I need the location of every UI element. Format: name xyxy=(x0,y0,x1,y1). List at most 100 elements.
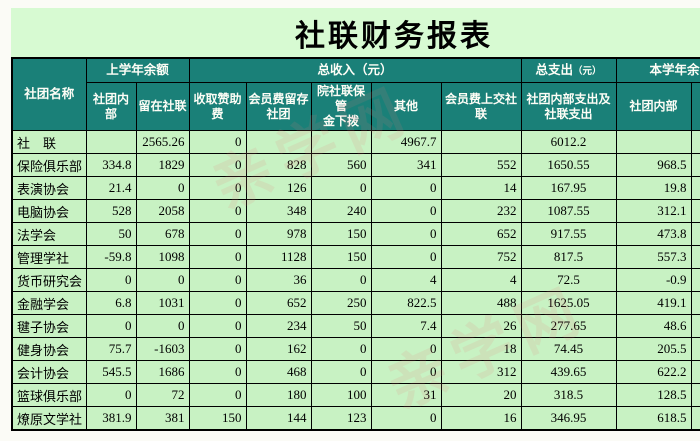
subcol-other: 其他 xyxy=(370,82,442,131)
subcol-prev-internal: 社团内 部 xyxy=(85,82,137,131)
value-cell: 277.65 xyxy=(520,314,617,338)
table-row: 管理学社 -59.8 1098 0 1128 150 0 752 817.5 557.3 xyxy=(11,245,700,269)
value-cell: 36 xyxy=(245,268,312,292)
value-cell: 0 xyxy=(188,291,247,315)
value-cell: 144 xyxy=(245,406,312,431)
value-cell: 0 xyxy=(188,383,247,407)
value-cell: 1087.55 xyxy=(520,199,617,223)
value-cell: 4967.7 xyxy=(370,130,442,154)
subcol-current-internal: 社团内部 xyxy=(615,82,692,131)
table-row: 社 联 2565.26 0 4967.7 6012.2 xyxy=(11,130,700,154)
value-cell: 0 xyxy=(188,176,247,200)
value-cell: 2058 xyxy=(135,199,190,223)
value-cell: 678 xyxy=(135,222,190,246)
sheet-viewport: 社联财务报表 社团名称 上学年余额 总收入（元） 总支出（元） 本学年余 社团内… xyxy=(11,8,700,434)
value-cell: 234 xyxy=(245,314,312,338)
value-cell: 0 xyxy=(135,176,190,200)
value-cell: 128.5 xyxy=(615,383,692,407)
value-cell: 0 xyxy=(310,360,372,384)
value-cell: -1603 xyxy=(135,337,190,361)
value-cell: 100 xyxy=(310,383,372,407)
value-cell: 419.1 xyxy=(615,291,692,315)
club-name-cell: 健身协会 xyxy=(11,337,87,361)
value-cell: 0 xyxy=(188,222,247,246)
value-cell: 14 xyxy=(440,176,522,200)
value-cell: 381.9 xyxy=(85,406,137,431)
subcol-member-fee-retained: 会员费留存 社团 xyxy=(245,82,312,131)
value-cell: 652 xyxy=(440,222,522,246)
value-cell: 312 xyxy=(440,360,522,384)
value-cell: 528 xyxy=(85,199,137,223)
club-name-cell: 金融学会 xyxy=(11,291,87,315)
value-cell: 828 xyxy=(245,153,312,177)
sheet: 社联财务报表 社团名称 上学年余额 总收入（元） 总支出（元） 本学年余 社团内… xyxy=(11,8,700,431)
value-cell: 1650.55 xyxy=(520,153,617,177)
value-cell: 0 xyxy=(370,406,442,431)
value-cell: 560 xyxy=(310,153,372,177)
table-row: 篮球俱乐部 0 72 0 180 100 31 20 318.5 128.5 xyxy=(11,383,700,407)
value-cell: 0 xyxy=(188,199,247,223)
value-cell: 0 xyxy=(310,268,372,292)
value-cell: 622.2 xyxy=(615,360,692,384)
value-cell: 1625.05 xyxy=(520,291,617,315)
value-cell: 348 xyxy=(245,199,312,223)
club-name-cell: 会计协会 xyxy=(11,360,87,384)
value-cell: 917.55 xyxy=(520,222,617,246)
table-header: 社团名称 上学年余额 总收入（元） 总支出（元） 本学年余 社团内 部 留在社联… xyxy=(11,57,700,131)
col-header-club-name: 社团名称 xyxy=(11,57,87,131)
value-cell: 0 xyxy=(188,245,247,269)
value-cell: 488 xyxy=(440,291,522,315)
value-cell: 381 xyxy=(135,406,190,431)
value-cell: 72.5 xyxy=(520,268,617,292)
col-header-total-expense: 总支出（元） xyxy=(520,57,617,83)
value-cell: 0 xyxy=(85,268,137,292)
value-cell: 16 xyxy=(440,406,522,431)
value-cell: 1128 xyxy=(245,245,312,269)
value-cell: 0 xyxy=(370,360,442,384)
value-cell: 0 xyxy=(85,314,137,338)
value-cell: 318.5 xyxy=(520,383,617,407)
value-cell: 0 xyxy=(188,360,247,384)
value-cell xyxy=(310,130,372,154)
value-cell: 31 xyxy=(370,383,442,407)
club-name-cell: 电脑协会 xyxy=(11,199,87,223)
value-cell: 240 xyxy=(310,199,372,223)
value-cell: -0.9 xyxy=(615,268,692,292)
value-cell: 1686 xyxy=(135,360,190,384)
club-name-cell: 表演协会 xyxy=(11,176,87,200)
cutoff-cell xyxy=(690,199,700,223)
table-row: 保险俱乐部 334.8 1829 0 828 560 341 552 1650.55 968.5 xyxy=(11,153,700,177)
col-header-prev-year-balance: 上学年余额 xyxy=(85,57,190,83)
total-expense-label: 总支出 xyxy=(535,62,574,77)
value-cell: 180 xyxy=(245,383,312,407)
club-name-cell: 法学会 xyxy=(11,222,87,246)
value-cell: 150 xyxy=(310,245,372,269)
cutoff-cell xyxy=(690,406,700,431)
value-cell: 2565.26 xyxy=(135,130,190,154)
cutoff-cell xyxy=(690,291,700,315)
value-cell: 468 xyxy=(245,360,312,384)
value-cell: 557.3 xyxy=(615,245,692,269)
value-cell: 346.95 xyxy=(520,406,617,431)
club-name-cell: 保险俱乐部 xyxy=(11,153,87,177)
value-cell: 0 xyxy=(370,245,442,269)
value-cell: 822.5 xyxy=(370,291,442,315)
value-cell: 312.1 xyxy=(615,199,692,223)
cutoff-cell xyxy=(690,383,700,407)
value-cell: 50 xyxy=(85,222,137,246)
subcol-cutoff xyxy=(690,82,700,131)
value-cell: 4 xyxy=(440,268,522,292)
table-row: 毽子协会 0 0 0 234 50 7.4 26 277.65 48.6 xyxy=(11,314,700,338)
value-cell xyxy=(615,130,692,154)
value-cell: 150 xyxy=(188,406,247,431)
cutoff-cell xyxy=(690,360,700,384)
report-title: 社联财务报表 xyxy=(295,19,493,53)
table-row: 法学会 50 678 0 978 150 0 652 917.55 473.8 xyxy=(11,222,700,246)
value-cell: 752 xyxy=(440,245,522,269)
subcol-member-fee-paid: 会员费上交社 联 xyxy=(440,82,522,131)
value-cell: 0 xyxy=(310,337,372,361)
value-cell: 26 xyxy=(440,314,522,338)
value-cell: 72 xyxy=(135,383,190,407)
value-cell: 968.5 xyxy=(615,153,692,177)
